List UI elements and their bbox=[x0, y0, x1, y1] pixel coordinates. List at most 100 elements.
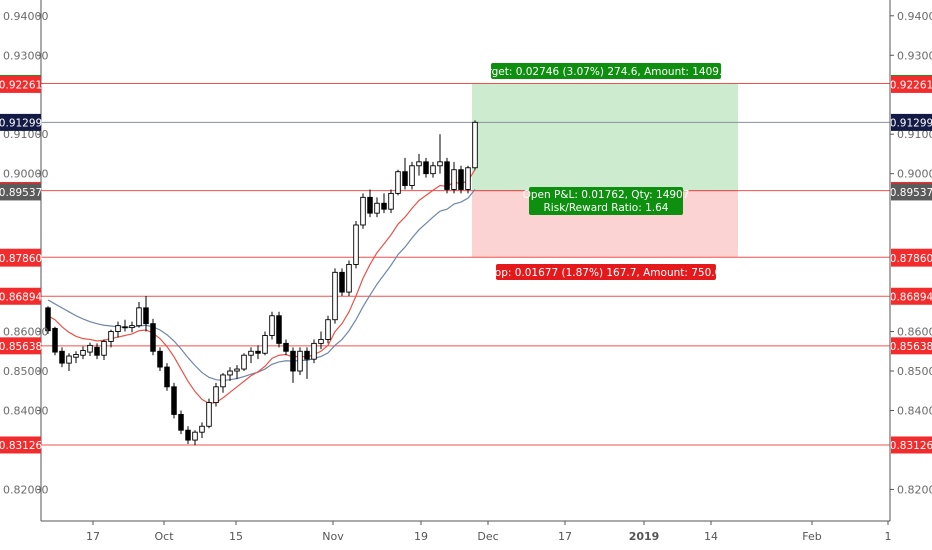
candle-bull bbox=[311, 342, 317, 360]
price-tag-label: 0.86894 bbox=[890, 291, 932, 303]
candle-bear bbox=[59, 350, 65, 364]
target-label-box bbox=[491, 63, 721, 79]
candle-bull bbox=[199, 425, 205, 433]
price-tag: 0.89537 bbox=[0, 183, 42, 201]
y-tick-label: 0.85000 bbox=[3, 365, 49, 378]
price-tag: 0.85638 bbox=[0, 337, 42, 355]
candle-bear bbox=[367, 196, 373, 214]
price-tag: 0.86894 bbox=[0, 287, 43, 305]
candle-bear bbox=[164, 366, 170, 388]
left-price-axis[interactable]: 0.94000 0.93000 0.91000 0.90000 0.86000 0.850… bbox=[3, 10, 49, 497]
position-zones[interactable] bbox=[472, 83, 738, 258]
candle-bear bbox=[304, 350, 310, 360]
candle-bear bbox=[185, 429, 191, 441]
candle-bull bbox=[332, 271, 338, 321]
y-tick-label: 0.85000 bbox=[897, 365, 932, 378]
y-tick-label: 0.91000 bbox=[3, 128, 49, 141]
candle-bear bbox=[143, 307, 149, 325]
candle-bull bbox=[136, 307, 142, 327]
price-tag: 0.89537 bbox=[890, 183, 932, 201]
y-tick-label: 0.94000 bbox=[897, 10, 932, 23]
candle-bear bbox=[290, 350, 296, 372]
stop-label-box bbox=[496, 264, 716, 280]
candle-bear bbox=[178, 413, 184, 431]
y-tick-label: 0.86000 bbox=[897, 326, 932, 339]
price-tag: 0.83126 bbox=[890, 436, 932, 454]
price-tag-label: 0.91299 bbox=[0, 117, 42, 129]
candle-bear bbox=[52, 327, 58, 353]
x-tick-label: Oct bbox=[154, 530, 174, 543]
pnl-label-text: Risk/Reward Ratio: 1.64 bbox=[544, 202, 669, 214]
candle-bear bbox=[171, 386, 177, 415]
candle-bull bbox=[220, 374, 226, 388]
candle-bull bbox=[108, 331, 114, 342]
price-tag-box bbox=[0, 436, 41, 454]
x-tick-label: 17 bbox=[558, 530, 572, 543]
price-tag-box bbox=[0, 249, 41, 267]
x-tick-label: 19 bbox=[414, 530, 428, 543]
candle-bull bbox=[472, 121, 478, 169]
candle-bull bbox=[66, 355, 72, 364]
price-tag-label: 0.89537 bbox=[890, 187, 932, 199]
target-label-text: Target: 0.02746 (3.07%) 274.6, Amount: 1… bbox=[475, 66, 735, 78]
price-tag: 0.91299 bbox=[890, 113, 932, 131]
candle-bull bbox=[374, 202, 380, 214]
candle-bull bbox=[353, 224, 359, 265]
pnl-label: Open P&L: 0.01762, Qty: 14907Risk/Reward… bbox=[523, 187, 689, 215]
y-tick-label: 0.93000 bbox=[897, 49, 932, 62]
candle-bull bbox=[325, 319, 331, 340]
stop-label: Stop: 0.01677 (1.87%) 167.7, Amount: 750… bbox=[484, 264, 728, 280]
time-axis[interactable]: 17 Oct 15 Nov 19 Dec 17 2019 14 Feb 1 bbox=[86, 521, 892, 543]
price-tag-box bbox=[891, 183, 932, 201]
candle-bull bbox=[129, 325, 135, 329]
price-tag-box bbox=[891, 436, 932, 454]
candle-bear bbox=[45, 307, 51, 332]
price-tag-label: 0.87860 bbox=[0, 253, 42, 265]
candle-bull bbox=[213, 386, 219, 404]
candlesticks bbox=[45, 120, 478, 446]
price-tag-label: 0.92261 bbox=[0, 79, 42, 91]
x-tick-label: Nov bbox=[322, 530, 344, 543]
price-tag-box bbox=[891, 249, 932, 267]
candle-bull bbox=[206, 402, 212, 427]
price-tag-box bbox=[891, 287, 932, 305]
y-tick-label: 0.94000 bbox=[3, 10, 49, 23]
right-price-axis[interactable]: 0.94000 0.93000 0.91000 0.90000 0.86000 0.850… bbox=[890, 10, 932, 497]
price-tag: 0.87860 bbox=[0, 249, 42, 267]
price-tag-box bbox=[0, 337, 41, 355]
candle-bull bbox=[451, 169, 457, 190]
candle-bear bbox=[255, 350, 261, 354]
x-tick-label: 14 bbox=[704, 530, 718, 543]
candle-bear bbox=[122, 326, 128, 329]
candle-bull bbox=[80, 350, 86, 356]
price-tag-box bbox=[0, 183, 41, 201]
candle-bull bbox=[241, 354, 247, 370]
candle-bear bbox=[423, 161, 429, 175]
target-label: Target: 0.02746 (3.07%) 274.6, Amount: 1… bbox=[475, 63, 736, 79]
candle-bear bbox=[150, 323, 156, 352]
candle-bull bbox=[318, 338, 324, 344]
price-tag: 0.92261 bbox=[0, 75, 42, 93]
y-tick-label: 0.90000 bbox=[3, 168, 49, 181]
pnl-label-box bbox=[529, 187, 683, 215]
candle-bull bbox=[409, 165, 415, 186]
candle-bull bbox=[346, 263, 352, 293]
candle-bull bbox=[360, 196, 366, 226]
candle-bull bbox=[395, 171, 401, 194]
candle-bull bbox=[297, 350, 303, 372]
candle-bull bbox=[101, 340, 107, 356]
candle-bull bbox=[234, 368, 240, 372]
candle-bear bbox=[94, 346, 100, 356]
candle-bull bbox=[388, 192, 394, 210]
candle-bear bbox=[276, 315, 282, 344]
candle-bull bbox=[437, 161, 443, 167]
y-tick-label: 0.93000 bbox=[3, 49, 49, 62]
horizontal-lines[interactable] bbox=[41, 83, 890, 446]
candle-bear bbox=[458, 169, 464, 190]
price-tag-box bbox=[0, 287, 41, 305]
candle-bear bbox=[381, 202, 387, 210]
profit-zone bbox=[472, 83, 738, 191]
price-tag-label: 0.92261 bbox=[890, 79, 932, 91]
candle-bull bbox=[227, 370, 233, 376]
